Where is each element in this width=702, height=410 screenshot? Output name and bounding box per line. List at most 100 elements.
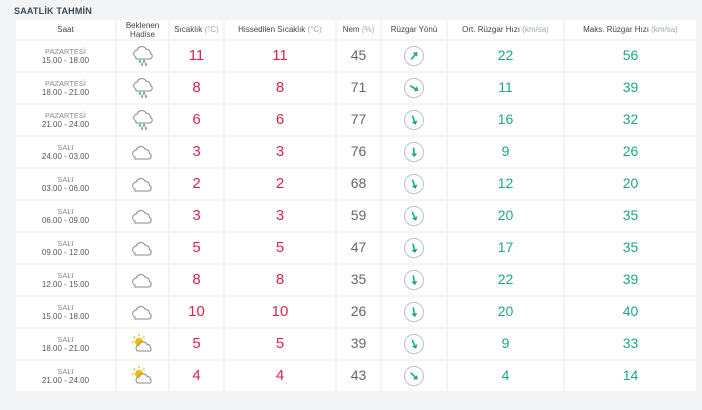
humidity-cell: 59 <box>337 201 380 231</box>
temperature-value: 3 <box>192 143 201 160</box>
header-ruzgar-yonu: Rüzgar Yönü <box>382 20 446 39</box>
wind-direction-icon <box>404 302 424 322</box>
cloud-icon <box>131 301 155 323</box>
cloud-icon <box>131 237 155 259</box>
max-wind-value: 20 <box>622 175 639 191</box>
avg-wind-value: 20 <box>497 303 514 319</box>
weather-cell <box>117 105 168 135</box>
feels-like-value: 10 <box>271 303 289 320</box>
wind-direction-cell <box>382 329 446 359</box>
weather-cell <box>117 201 168 231</box>
feels-like-value: 3 <box>275 143 285 160</box>
header-maks-ruzgar: Maks. Rüzgar Hızı (km/sa) <box>565 20 696 39</box>
weather-cell <box>117 41 168 71</box>
cloud-icon <box>131 205 155 227</box>
wind-direction-icon <box>404 46 424 66</box>
temperature-value: 4 <box>192 367 201 384</box>
temperature-value: 2 <box>192 175 201 192</box>
max-wind-value: 14 <box>622 367 639 383</box>
day-label: PAZARTESİ <box>45 111 86 120</box>
header-hissedilen: Hissedilen Sıcaklık (°C) <box>225 20 335 39</box>
max-wind-cell: 14 <box>565 361 696 391</box>
day-label: SALI <box>57 303 74 312</box>
temperature-cell: 10 <box>170 297 223 327</box>
time-range: 06.00 - 09.00 <box>41 216 90 225</box>
max-wind-value: 35 <box>622 239 639 255</box>
feels-like-cell: 11 <box>225 41 335 71</box>
temperature-cell: 11 <box>170 41 223 71</box>
time-cell: SALI 06.00 - 09.00 <box>16 201 115 231</box>
cloud-icon <box>131 269 155 291</box>
time-range: 18.00 - 21.00 <box>41 344 90 353</box>
weather-cell <box>117 169 168 199</box>
humidity-value: 76 <box>350 143 367 159</box>
humidity-value: 35 <box>350 271 367 287</box>
temperature-cell: 2 <box>170 169 223 199</box>
time-cell: PAZARTESİ 21.00 - 24.00 <box>16 105 115 135</box>
time-range: 18.00 - 21.00 <box>41 88 90 97</box>
avg-wind-value: 9 <box>501 143 510 159</box>
avg-wind-cell: 20 <box>448 297 563 327</box>
avg-wind-cell: 20 <box>448 201 563 231</box>
temperature-value: 3 <box>192 207 201 224</box>
humidity-cell: 47 <box>337 233 380 263</box>
temperature-cell: 3 <box>170 137 223 167</box>
avg-wind-cell: 4 <box>448 361 563 391</box>
weather-cell <box>117 73 168 103</box>
avg-wind-cell: 11 <box>448 73 563 103</box>
hourly-forecast-table: Saat Beklenen Hadise Sıcaklık (°C) Hissed… <box>14 18 698 393</box>
max-wind-cell: 20 <box>565 169 696 199</box>
avg-wind-value: 9 <box>501 335 510 351</box>
feels-like-value: 3 <box>275 207 285 224</box>
feels-like-cell: 8 <box>225 265 335 295</box>
max-wind-cell: 33 <box>565 329 696 359</box>
wind-direction-cell <box>382 73 446 103</box>
max-wind-cell: 35 <box>565 201 696 231</box>
wind-direction-icon <box>404 110 424 130</box>
partly-sunny-icon <box>131 333 155 355</box>
day-label: SALI <box>57 207 74 216</box>
max-wind-value: 39 <box>622 271 639 287</box>
temperature-value: 10 <box>188 303 205 320</box>
wind-direction-icon <box>404 270 424 290</box>
wind-direction-icon <box>404 206 424 226</box>
temperature-cell: 5 <box>170 329 223 359</box>
time-range: 15.00 - 18.00 <box>41 312 90 321</box>
weather-cell <box>117 265 168 295</box>
feels-like-cell: 5 <box>225 329 335 359</box>
partly-sunny-icon <box>131 365 155 387</box>
humidity-value: 59 <box>350 207 367 223</box>
time-range: 15.00 - 18.00 <box>41 56 90 65</box>
day-label: SALI <box>57 367 74 376</box>
cloud-icon <box>131 141 155 163</box>
table-row: PAZARTESİ 21.00 - 24.00 6 6 77 16 32 <box>16 105 696 135</box>
day-label: SALI <box>57 175 74 184</box>
time-cell: SALI 12.00 - 15.00 <box>16 265 115 295</box>
humidity-cell: 77 <box>337 105 380 135</box>
feels-like-value: 5 <box>275 335 285 352</box>
time-range: 21.00 - 24.00 <box>41 120 90 129</box>
wind-direction-icon <box>404 366 424 386</box>
feels-like-cell: 6 <box>225 105 335 135</box>
humidity-value: 45 <box>350 47 367 63</box>
max-wind-value: 32 <box>622 111 639 127</box>
table-row: PAZARTESİ 15.00 - 18.00 11 11 45 22 56 <box>16 41 696 71</box>
temperature-cell: 3 <box>170 201 223 231</box>
wind-direction-cell <box>382 233 446 263</box>
max-wind-value: 40 <box>622 303 639 319</box>
time-range: 24.00 - 03.00 <box>41 152 90 161</box>
header-saat: Saat <box>16 20 115 39</box>
max-wind-value: 39 <box>622 79 639 95</box>
wind-direction-cell <box>382 105 446 135</box>
humidity-value: 47 <box>350 239 367 255</box>
temperature-cell: 6 <box>170 105 223 135</box>
feels-like-cell: 8 <box>225 73 335 103</box>
humidity-cell: 71 <box>337 73 380 103</box>
wind-direction-icon <box>404 78 424 98</box>
feels-like-value: 11 <box>272 47 288 64</box>
table-row: SALI 09.00 - 12.00 5 5 47 17 35 <box>16 233 696 263</box>
humidity-cell: 45 <box>337 41 380 71</box>
table-row: SALI 21.00 - 24.00 4 4 43 4 14 <box>16 361 696 391</box>
avg-wind-value: 11 <box>498 79 513 95</box>
time-range: 21.00 - 24.00 <box>41 376 90 385</box>
